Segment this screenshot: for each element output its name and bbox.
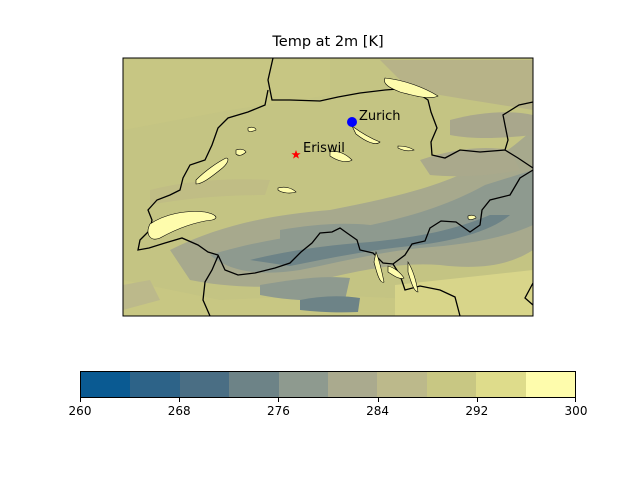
temperature-field bbox=[123, 58, 533, 316]
eriswil-label: Eriswil bbox=[303, 141, 345, 156]
lake-como bbox=[407, 260, 419, 293]
country-border bbox=[137, 57, 534, 317]
colorbar-tick-label: 268 bbox=[167, 404, 191, 418]
lake-thun bbox=[277, 186, 297, 194]
colorbar-swatch bbox=[377, 372, 427, 397]
lake-maggiore bbox=[373, 250, 385, 283]
colorbar-tick bbox=[80, 398, 81, 402]
colorbar-tick bbox=[476, 398, 478, 402]
zurich-label: Zurich bbox=[359, 109, 401, 124]
zurich-marker bbox=[347, 117, 357, 127]
colorbar-tick bbox=[575, 398, 576, 402]
lake-neuchatel bbox=[195, 157, 229, 185]
lake-constance bbox=[384, 77, 439, 98]
lake-bienne bbox=[235, 148, 247, 156]
colorbar-tick-label: 292 bbox=[465, 404, 489, 418]
lake-geneva bbox=[147, 211, 217, 240]
colorbar bbox=[80, 371, 576, 398]
lakes bbox=[147, 77, 477, 293]
colorbar-swatch bbox=[130, 372, 180, 397]
colorbar-tick-label: 284 bbox=[366, 404, 390, 418]
colorbar-swatch bbox=[81, 372, 131, 397]
colorbar-swatch bbox=[525, 372, 576, 397]
lake-lucerne bbox=[329, 151, 353, 162]
colorbar-swatch bbox=[278, 372, 329, 397]
lake-small-east bbox=[467, 214, 477, 220]
colorbar-swatch bbox=[328, 372, 378, 397]
lake-lugano bbox=[387, 265, 405, 279]
lake-walen bbox=[397, 145, 415, 152]
colorbar-tick-label: 300 bbox=[564, 404, 588, 418]
eriswil-marker bbox=[291, 150, 301, 159]
map-title: Temp at 2m [K] bbox=[272, 34, 384, 50]
colorbar-tick bbox=[278, 398, 280, 402]
lake-small-north bbox=[247, 126, 257, 132]
colorbar-tick-label: 260 bbox=[68, 404, 92, 418]
colorbar-tick bbox=[377, 398, 379, 402]
colorbar-swatch bbox=[179, 372, 230, 397]
colorbar-tick-label: 276 bbox=[266, 404, 290, 418]
colorbar-swatch bbox=[229, 372, 279, 397]
colorbar-swatch bbox=[426, 372, 477, 397]
colorbar-swatch bbox=[476, 372, 526, 397]
colorbar-tick bbox=[179, 398, 181, 402]
map-frame bbox=[122, 57, 534, 317]
lake-zurich bbox=[351, 125, 381, 144]
